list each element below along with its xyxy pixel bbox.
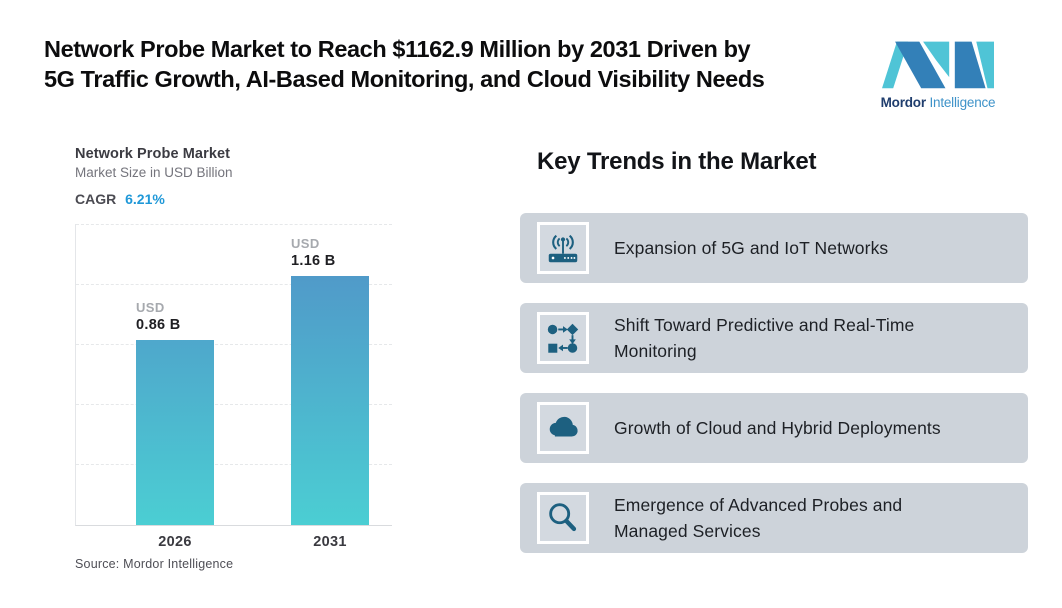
- bar-2026: [136, 340, 214, 525]
- trend-label: Shift Toward Predictive and Real-Time Mo…: [614, 315, 915, 361]
- trend-label: Growth of Cloud and Hybrid Deployments: [614, 418, 941, 438]
- gridline: [76, 284, 392, 285]
- x-axis-label-2026: 2026: [158, 534, 192, 550]
- source-note: Source: Mordor Intelligence: [75, 557, 234, 571]
- page-title-line-2: 5G Traffic Growth, AI-Based Monitoring, …: [44, 66, 765, 92]
- bar-currency-2031: USD: [291, 236, 320, 251]
- magnifier-icon: [537, 492, 589, 544]
- trend-label: Emergence of Advanced Probes and Managed…: [614, 495, 903, 541]
- bar-value-label-2031: USD 1.16 B: [291, 236, 369, 269]
- trend-card-advanced-probes: Emergence of Advanced Probes and Managed…: [520, 483, 1028, 553]
- trends-heading: Key Trends in the Market: [537, 148, 817, 175]
- chart-subtitle: Market Size in USD Billion: [75, 165, 233, 180]
- cagr-value: 6.21%: [125, 191, 165, 207]
- page-title-line-1: Network Probe Market to Reach $1162.9 Mi…: [44, 36, 751, 62]
- logo-brand-light: Intelligence: [929, 95, 996, 110]
- cagr-label: CAGR: [75, 191, 117, 207]
- page-title: Network Probe Market to Reach $1162.9 Mi…: [44, 34, 874, 94]
- router-5g-icon: [537, 222, 589, 274]
- cloud-icon: [537, 402, 589, 454]
- mordor-logo-icon: [882, 41, 994, 89]
- trend-card-5g-iot: Expansion of 5G and IoT Networks: [520, 213, 1028, 283]
- logo-wordmark: Mordor Intelligence: [868, 95, 1008, 110]
- mordor-intelligence-logo: Mordor Intelligence: [868, 36, 1008, 110]
- trend-label: Expansion of 5G and IoT Networks: [614, 238, 889, 258]
- bar-2031: [291, 276, 369, 525]
- x-axis-label-2031: 2031: [313, 534, 347, 550]
- workflow-icon: [537, 312, 589, 364]
- gridline: [76, 344, 392, 345]
- bar-currency-2026: USD: [136, 300, 165, 315]
- cagr-row: CAGR 6.21%: [75, 191, 392, 207]
- gridline: [76, 464, 392, 465]
- bar-value-label-2026: USD 0.86 B: [136, 300, 214, 333]
- bar-group-2031: USD 1.16 B: [291, 236, 369, 525]
- trend-card-cloud-hybrid: Growth of Cloud and Hybrid Deployments: [520, 393, 1028, 463]
- market-chart-panel: Network Probe Market Market Size in USD …: [75, 146, 392, 571]
- gridline: [76, 404, 392, 405]
- bar-chart-plot-area: USD 0.86 B USD 1.16 B 2026 2031: [75, 224, 392, 550]
- chart-title: Network Probe Market: [75, 146, 231, 162]
- trend-card-predictive-monitoring: Shift Toward Predictive and Real-Time Mo…: [520, 303, 1028, 373]
- key-trends-panel: Key Trends in the Market Expansion of 5G…: [520, 146, 1028, 573]
- bar-value-2026: 0.86 B: [136, 317, 181, 333]
- bar-value-2031: 1.16 B: [291, 253, 336, 269]
- logo-brand-bold: Mordor: [880, 95, 926, 110]
- bar-group-2026: USD 0.86 B: [136, 300, 214, 525]
- gridline: [76, 224, 392, 225]
